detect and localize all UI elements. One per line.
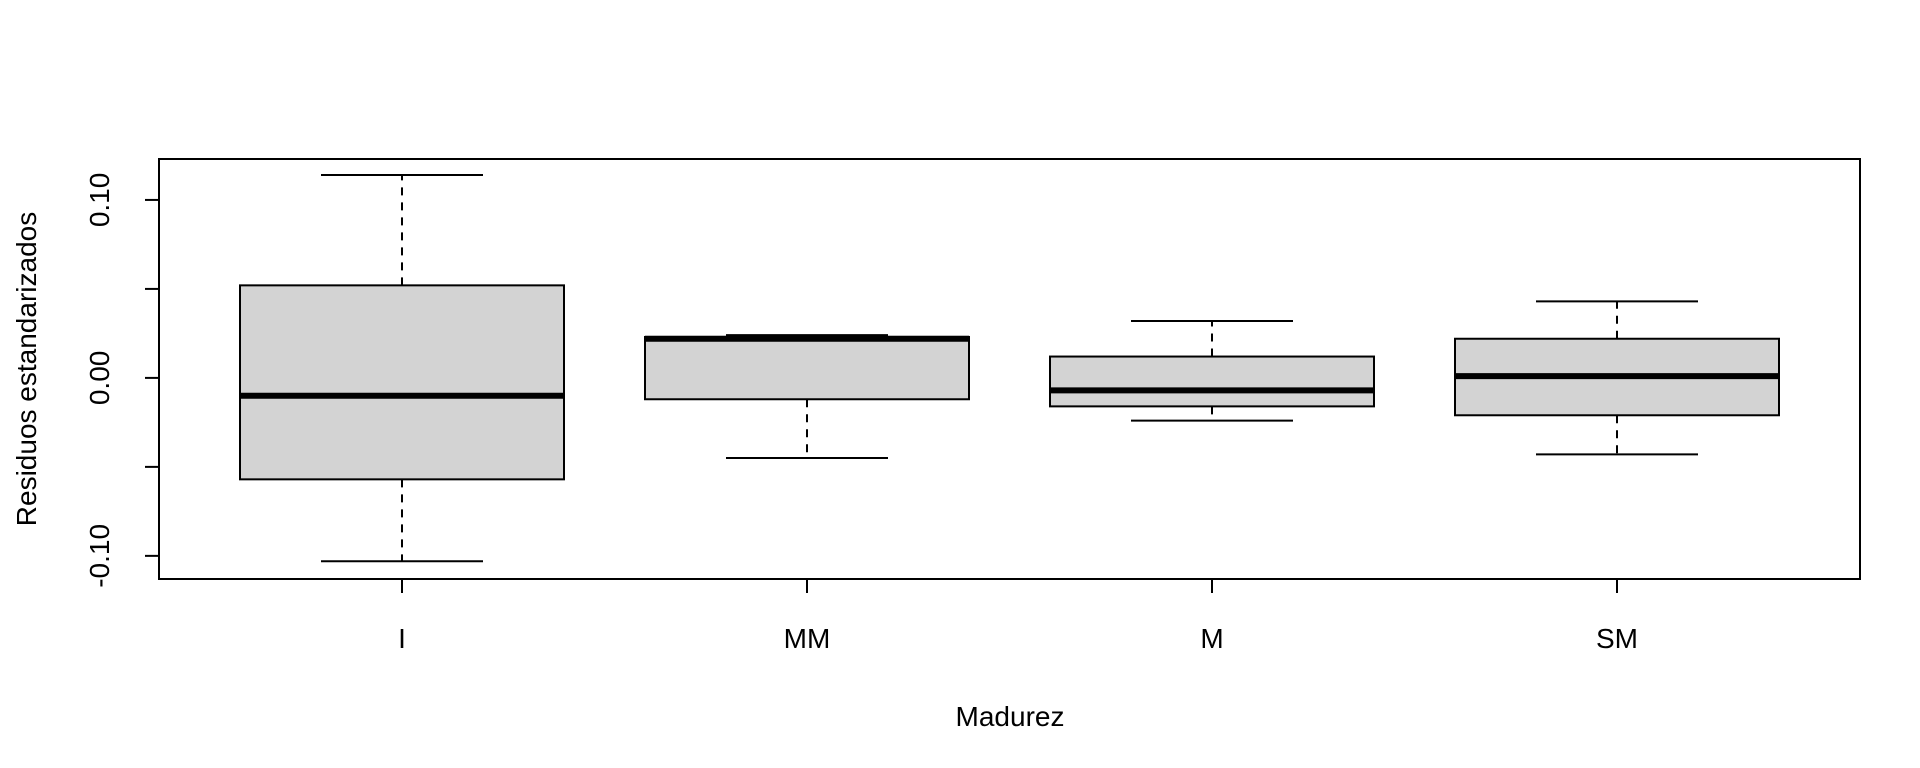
y-tick-label: 0.10 (84, 173, 115, 228)
x-tick-label: MM (784, 623, 831, 654)
box-SM (1454, 300, 1780, 456)
plot-frame (158, 158, 1861, 580)
y-tick-label: -0.10 (84, 524, 115, 588)
x-tick-label: I (398, 623, 406, 654)
box-MM (644, 334, 970, 459)
box-iqr (644, 335, 970, 401)
y-axis-title: Residuos estandarizados (11, 212, 42, 526)
boxes-group (239, 174, 1780, 563)
x-axis-title: Madurez (956, 701, 1065, 732)
x-axis: I MM M SM (398, 579, 1638, 654)
x-tick-label: M (1200, 623, 1223, 654)
box-I (239, 174, 565, 563)
box-M (1049, 319, 1375, 422)
y-tick-label: 0.00 (84, 351, 115, 406)
y-axis: -0.10 0.00 0.10 (84, 173, 159, 588)
box-iqr (1049, 355, 1375, 408)
x-tick-label: SM (1596, 623, 1638, 654)
box-iqr (239, 284, 565, 481)
